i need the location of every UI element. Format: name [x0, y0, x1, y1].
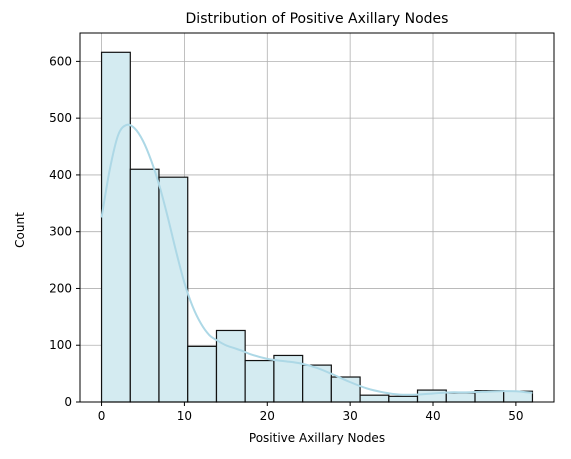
plot-frame	[79, 32, 555, 403]
histogram-bar	[445, 392, 476, 403]
histogram-bar	[302, 364, 332, 403]
histogram-bar	[244, 359, 275, 403]
histogram-bar	[100, 51, 131, 403]
x-tick-label: 40	[425, 409, 440, 423]
x-tick-label: 30	[343, 409, 358, 423]
y-axis-label: Count	[13, 212, 27, 248]
histogram-bar	[215, 329, 246, 403]
x-axis-label: Positive Axillary Nodes	[249, 431, 385, 445]
x-tick-label: 0	[98, 409, 106, 423]
histogram-bar	[388, 395, 419, 403]
histogram-bar	[129, 168, 160, 403]
y-tick-label: 200	[49, 281, 72, 295]
chart-title: Distribution of Positive Axillary Nodes	[186, 11, 449, 27]
y-tick-label: 500	[49, 111, 72, 125]
histogram-bar	[187, 345, 218, 403]
axes-layer	[79, 32, 555, 403]
histogram-bar	[273, 354, 304, 403]
histogram-bar	[359, 394, 390, 403]
x-tick-label: 10	[177, 409, 192, 423]
x-tick-label: 20	[260, 409, 275, 423]
kde-layer	[100, 123, 533, 396]
y-tick-label: 600	[49, 54, 72, 68]
y-tick-label: 0	[64, 395, 72, 409]
y-tick-label: 300	[49, 225, 72, 239]
y-tick-label: 400	[49, 168, 72, 182]
x-tick-label: 50	[508, 409, 523, 423]
y-tick-label: 100	[49, 338, 72, 352]
histogram-bar	[158, 176, 189, 403]
bars-layer	[100, 51, 534, 403]
kde-line	[100, 123, 533, 396]
